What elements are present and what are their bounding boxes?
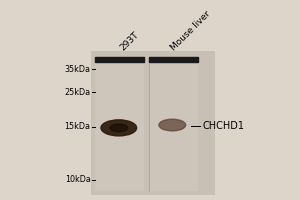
Bar: [95, 57, 144, 62]
Text: 25kDa: 25kDa: [64, 88, 91, 97]
Bar: [95, 62, 144, 191]
Bar: [91, 51, 215, 195]
Text: CHCHD1: CHCHD1: [202, 121, 244, 131]
Text: Mouse liver: Mouse liver: [169, 9, 212, 52]
Text: 15kDa: 15kDa: [64, 122, 91, 131]
Bar: [148, 57, 198, 62]
Text: 10kDa: 10kDa: [65, 175, 91, 184]
Bar: [148, 62, 198, 191]
Ellipse shape: [110, 124, 128, 132]
Ellipse shape: [159, 119, 186, 131]
Text: 35kDa: 35kDa: [64, 65, 91, 74]
Text: 293T: 293T: [119, 30, 141, 52]
Ellipse shape: [101, 120, 136, 136]
